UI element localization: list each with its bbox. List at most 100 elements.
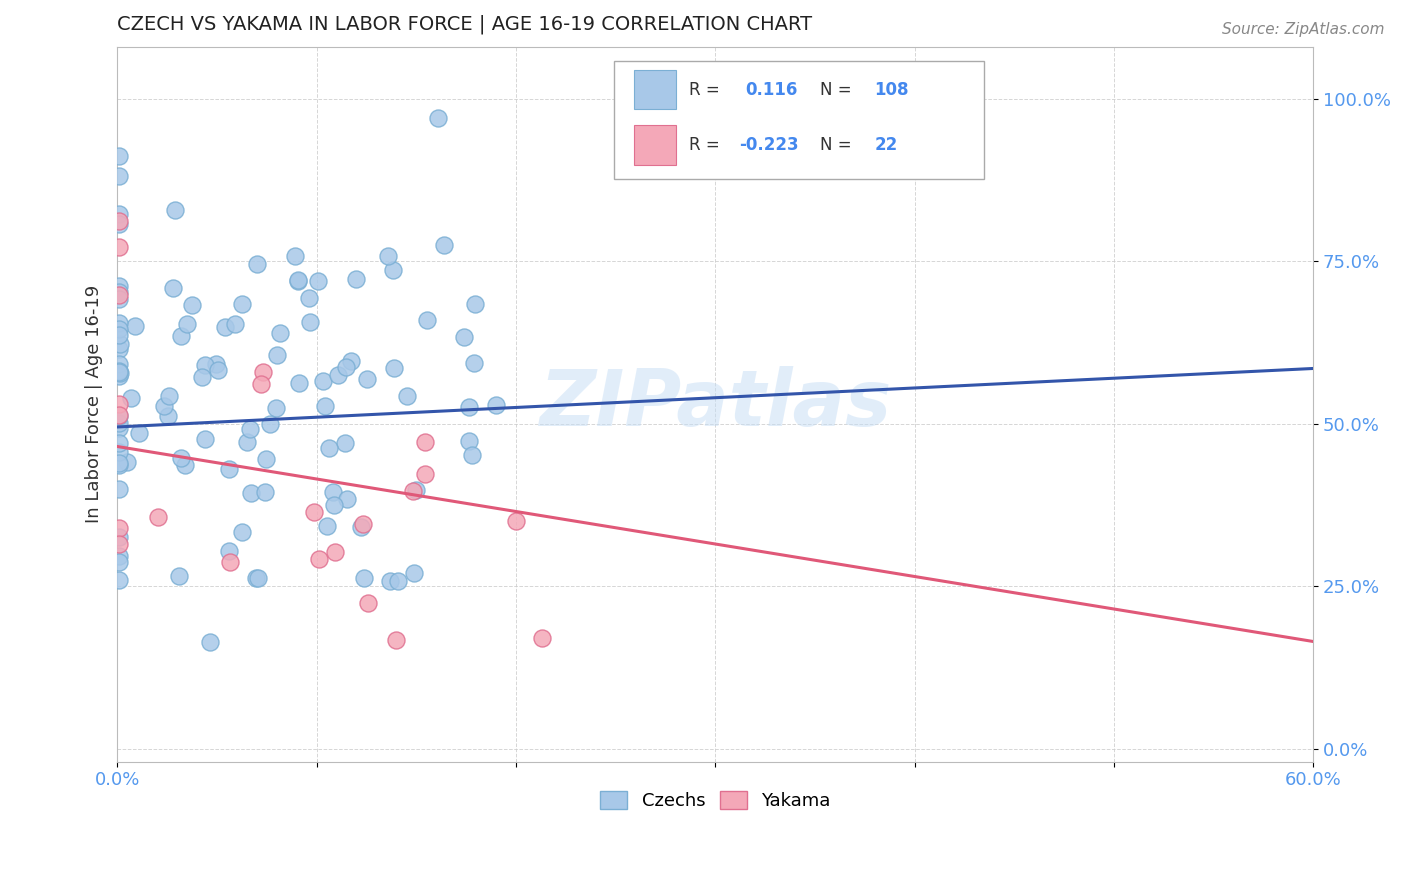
Point (287, 274, 309, 288)
Point (239, 422, 262, 436)
Point (299, 314, 322, 328)
Point (108, 573, 131, 587)
Point (108, 458, 131, 472)
Point (120, 392, 142, 406)
Point (207, 363, 229, 377)
Point (335, 360, 357, 375)
Point (298, 291, 321, 305)
Point (413, 467, 436, 482)
Point (314, 400, 336, 414)
Point (350, 520, 373, 534)
Point (231, 297, 253, 311)
Point (162, 281, 184, 295)
Point (108, 316, 131, 330)
Point (219, 555, 242, 569)
Point (254, 451, 277, 466)
Point (128, 426, 150, 441)
Point (108, 530, 131, 544)
Point (505, 515, 527, 529)
Point (108, 336, 131, 351)
Point (287, 272, 309, 286)
Y-axis label: In Labor Force | Age 16-19: In Labor Force | Age 16-19 (86, 285, 103, 524)
Point (224, 318, 246, 332)
Point (377, 249, 399, 263)
Point (124, 319, 146, 334)
Point (269, 326, 291, 341)
Point (176, 317, 198, 331)
Point (259, 417, 281, 431)
Point (340, 354, 363, 368)
Point (378, 574, 401, 588)
Point (344, 272, 367, 286)
Point (167, 569, 190, 583)
Point (387, 574, 409, 589)
Point (174, 458, 197, 472)
Point (108, 445, 131, 459)
Point (108, 285, 131, 299)
Point (108, 408, 131, 422)
Point (288, 376, 311, 391)
Point (108, 218, 131, 232)
Point (108, 363, 131, 377)
Point (485, 398, 508, 412)
Point (156, 409, 179, 424)
Point (254, 484, 277, 499)
Point (108, 417, 131, 431)
Point (194, 358, 217, 372)
Point (246, 257, 269, 271)
Text: 22: 22 (875, 136, 897, 154)
Point (108, 456, 131, 470)
Text: R =: R = (689, 80, 720, 99)
Point (108, 357, 131, 371)
Point (117, 455, 139, 469)
Point (108, 520, 131, 534)
Point (463, 356, 485, 370)
Point (252, 366, 274, 380)
Point (356, 372, 378, 386)
Point (302, 505, 325, 519)
Bar (634, 70, 676, 109)
Point (323, 498, 346, 512)
Point (357, 595, 380, 609)
Point (153, 399, 176, 413)
Point (333, 436, 356, 450)
Point (353, 516, 375, 531)
Point (108, 342, 131, 356)
Point (146, 509, 169, 524)
Point (433, 238, 456, 252)
Point (108, 555, 131, 569)
Text: CZECH VS YAKAMA IN LABOR FORCE | AGE 16-19 CORRELATION CHART: CZECH VS YAKAMA IN LABOR FORCE | AGE 16-… (117, 15, 813, 35)
Point (205, 357, 228, 371)
FancyBboxPatch shape (613, 61, 984, 179)
Point (108, 240, 131, 254)
Text: R =: R = (689, 136, 720, 154)
Point (530, 631, 553, 645)
Point (353, 571, 375, 585)
Point (198, 635, 221, 649)
Point (108, 322, 131, 336)
Point (323, 545, 346, 559)
Point (318, 441, 340, 455)
Point (108, 549, 131, 564)
Point (405, 483, 427, 498)
Text: 0.116: 0.116 (745, 80, 797, 99)
Point (336, 491, 359, 506)
Point (404, 566, 426, 581)
Point (458, 400, 481, 414)
Point (170, 450, 193, 465)
Point (307, 274, 329, 288)
Point (385, 633, 408, 648)
Point (194, 432, 217, 446)
Text: -0.223: -0.223 (740, 136, 799, 154)
Point (108, 328, 131, 343)
Point (157, 389, 180, 403)
Point (108, 482, 131, 496)
Point (218, 543, 240, 558)
Point (402, 483, 425, 498)
Bar (634, 126, 676, 165)
Point (457, 434, 479, 449)
Point (190, 370, 212, 384)
Point (108, 214, 131, 228)
Point (108, 207, 131, 221)
Point (326, 368, 349, 382)
